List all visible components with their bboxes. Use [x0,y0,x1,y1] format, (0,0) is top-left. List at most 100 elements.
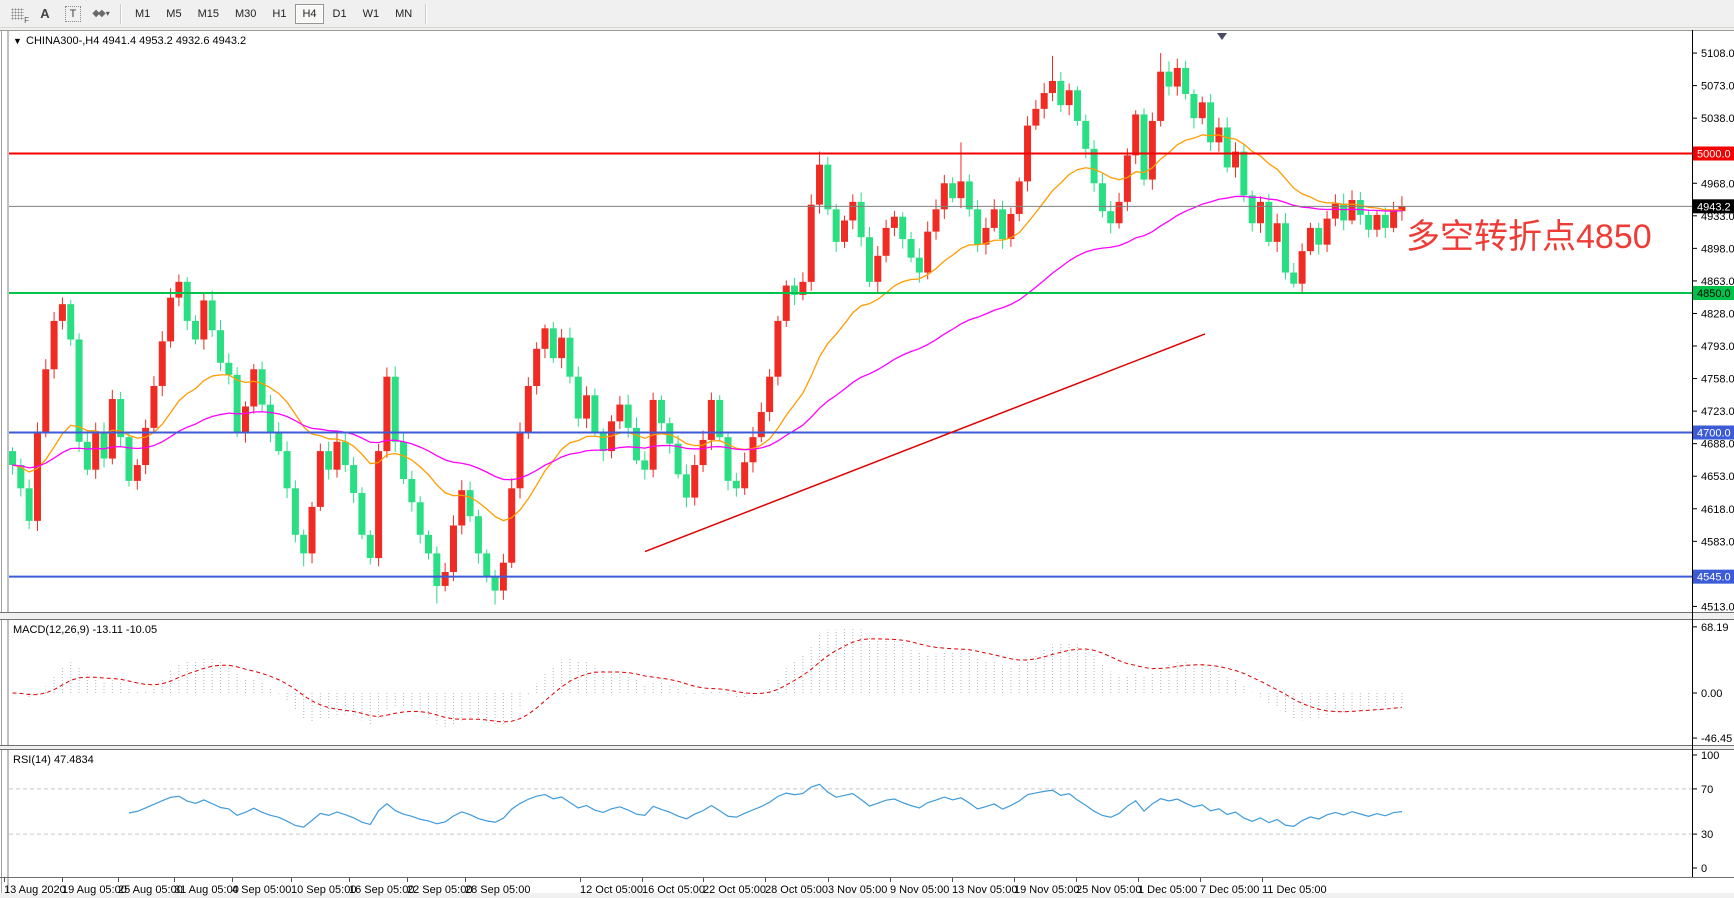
symbol-dropdown-icon[interactable]: ▼ [13,36,22,46]
candle-body [1107,211,1115,224]
pane-splitter[interactable] [0,745,1734,750]
hline-4545.0-badge [1693,569,1734,584]
candle-body [732,480,740,489]
candle-body [657,399,665,424]
candle-body [890,216,898,228]
price-pane[interactable] [9,53,1406,605]
timeframe-button-h4[interactable]: H4 [295,3,324,24]
candle-body [100,432,108,459]
timeframe-button-m15[interactable]: M15 [191,4,226,24]
candle-body [741,462,749,489]
candle-body [208,300,216,331]
candle-body [175,281,183,298]
candle-body [474,516,482,554]
candle-body [400,441,408,479]
date-tick-label: 13 Nov 05:00 [952,884,1017,896]
date-tick-label: 19 Nov 05:00 [1014,884,1079,896]
candle-body [1140,114,1148,180]
candle-body [865,237,873,282]
candle-body [266,404,274,433]
candle-body [83,441,91,470]
timeframe-button-w1[interactable]: W1 [356,4,387,24]
candle-body [142,427,150,466]
chart-shift-marker[interactable] [1217,33,1227,40]
candle-body [325,451,333,470]
candle-body [932,209,940,232]
text-annotation-icon[interactable]: A [32,4,58,24]
price-axis[interactable]: 5108.0 5073.0 5038.0 4968.0 4933.0 4898.0 4863… [1692,48,1734,875]
candle-body [516,432,524,489]
candle-body [857,201,865,238]
candle-body [533,348,541,386]
candle-body [1132,114,1140,156]
candle-body [483,553,491,577]
candle-body [1257,201,1264,224]
candle-body [167,297,175,342]
candle-body [574,376,582,419]
candle-body [341,441,349,466]
candle-body [1082,120,1090,149]
candle-body [1290,272,1298,284]
candle-body [1190,93,1198,119]
price-annotation-text[interactable]: 多空转折点4850 [1406,218,1652,256]
candle-body [233,374,241,433]
timeframe-button-h1[interactable]: H1 [265,4,293,24]
hatch-grid-icon[interactable]: F [4,4,30,25]
candle-body [1248,195,1256,224]
candle-body [9,451,16,466]
timeframe-button-m1[interactable]: M1 [128,4,157,24]
rsi-tick-label: 70 [1701,784,1713,796]
draw-objects-icon[interactable]: ◆◆ ▾ [88,4,114,24]
text-label-icon[interactable]: T [60,4,86,24]
candle-body [333,441,341,470]
candle-body [491,576,499,591]
hline-5000.0-badge-label: 5000.0 [1697,149,1731,161]
macd-tick-label: 0.00 [1701,688,1722,700]
candle-body [92,432,100,470]
candle-body [25,488,33,521]
date-tick-label: 25 Nov 05:00 [1076,884,1141,896]
candle-body [707,399,715,440]
candle-body [250,369,258,407]
candle-body [791,285,799,295]
candle-body [816,164,824,205]
candle-body [824,164,832,210]
pane-splitter[interactable] [0,612,1734,620]
candle-body [33,432,41,521]
candle-body [1040,93,1048,109]
candle-body [1007,213,1015,240]
candle-body [1306,227,1314,252]
timeframe-button-m5[interactable]: M5 [159,4,188,24]
candle-body [799,281,807,295]
candle-body [940,183,948,210]
date-tick-label: 25 Aug 05:00 [118,884,183,896]
candle-body [192,320,200,340]
timeframe-button-m30[interactable]: M30 [228,4,263,24]
candle-body [241,406,249,433]
candle-body [757,412,765,438]
candle-body [524,386,532,433]
chevron-down-icon: ▾ [105,9,110,18]
price-tick-label: 4863.0 [1701,276,1734,288]
candle-body [541,328,549,349]
candle-body [150,386,158,428]
candle-body [1032,108,1040,126]
candle-body [1148,120,1156,180]
timeframe-button-mn[interactable]: MN [388,4,419,24]
trendline[interactable] [644,333,1206,553]
candle-body [1090,148,1098,184]
macd-pane[interactable] [12,626,1403,727]
hline-4700.0-badge [1693,425,1734,440]
candle-body [1098,183,1106,212]
date-tick-label: 12 Oct 05:00 [580,884,643,896]
rsi-tick-label: 100 [1701,750,1719,762]
candle-body [583,395,591,419]
chart-window-bg [0,30,1734,898]
grid-dots-icon [10,7,24,20]
timeframe-button-d1[interactable]: D1 [326,4,354,24]
macd-signal-line [12,638,1402,723]
hline-4700.0-badge-label: 4700.0 [1697,428,1731,440]
